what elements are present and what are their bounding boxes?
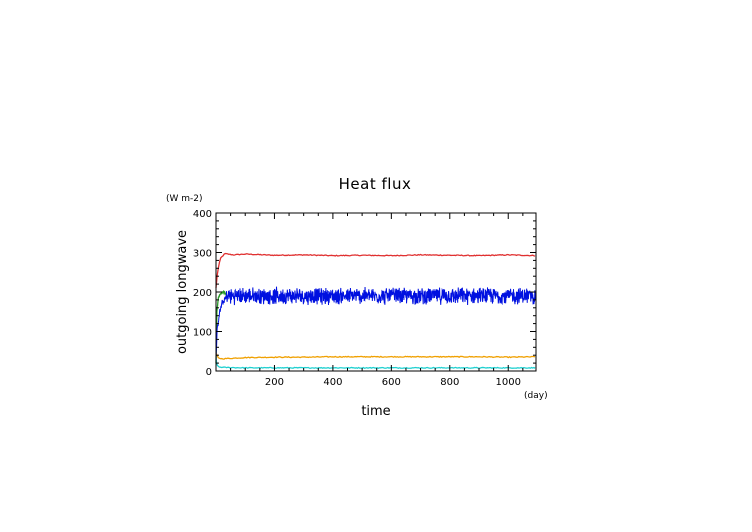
- y-tick-label: 100: [193, 328, 212, 339]
- y-unit-label: (W m-2): [166, 194, 203, 204]
- series-line-4: [215, 286, 537, 363]
- x-tick-label: 800: [440, 377, 459, 388]
- x-tick-label: 600: [382, 377, 401, 388]
- x-tick-label: 1000: [496, 377, 521, 388]
- plot-frame: [215, 212, 537, 372]
- ticks-layer: 200 400 600 800 1000 0 100 200 300 400: [193, 209, 536, 388]
- series-line-2: [215, 352, 536, 360]
- y-tick-label: 0: [206, 367, 212, 378]
- x-tick-label: 200: [265, 377, 284, 388]
- x-axis-title: time: [361, 404, 390, 419]
- series-line-0: [215, 252, 536, 288]
- y-tick-label: 300: [193, 249, 212, 260]
- x-tick-label: 400: [323, 377, 342, 388]
- series-line-3: [215, 359, 536, 369]
- y-axis-title: outgoing longwave: [175, 230, 190, 354]
- series-line-1: [215, 289, 227, 364]
- chart-title: Heat flux: [339, 175, 412, 193]
- series-layer: [215, 252, 537, 369]
- y-tick-label: 400: [193, 209, 212, 220]
- x-unit-label: (day): [524, 391, 548, 401]
- y-tick-label: 200: [193, 288, 212, 299]
